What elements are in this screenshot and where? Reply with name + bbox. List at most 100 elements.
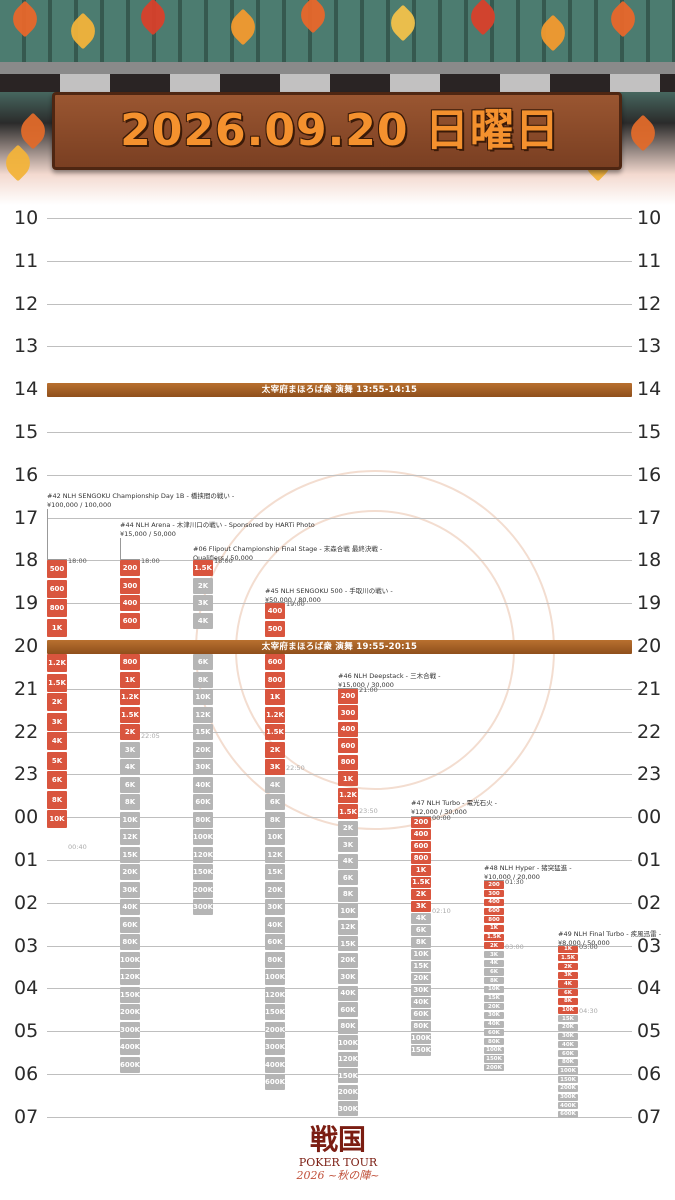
blind-level: 4K	[558, 980, 578, 988]
blind-level: 4K	[120, 759, 140, 775]
blind-level: 60K	[265, 934, 285, 950]
date-sign: 2026.09.20 日曜日	[52, 92, 622, 170]
blind-level: 10K	[338, 903, 358, 919]
blind-level: 200K	[265, 1021, 285, 1038]
blind-level: 200K	[484, 1064, 504, 1072]
blind-level: 10K	[265, 829, 285, 845]
blind-level: 15K	[193, 724, 213, 740]
blind-level: 3K	[558, 971, 578, 979]
blind-level: 1.2K	[120, 689, 140, 705]
hour-label: 13	[14, 335, 39, 358]
event-header: #06 Flipout Championship Final Stage - 末…	[193, 545, 382, 562]
blind-level: 1.5K	[47, 673, 67, 692]
hour-label: 06	[14, 1063, 39, 1085]
event-title: #06 Flipout Championship Final Stage - 末…	[193, 545, 383, 553]
blind-level: 2K	[193, 577, 213, 594]
event-header: #49 NLH Final Turbo - 疾風迅雷 - ¥8,000 / 50,…	[558, 930, 661, 947]
blind-level: 60K	[411, 1009, 431, 1020]
blind-level: 300	[338, 705, 358, 721]
hour-label: 19	[14, 592, 39, 615]
blind-level: 1K	[338, 771, 358, 787]
blind-level: 60K	[338, 1002, 358, 1018]
performance-banner: 太宰府まほろば衆 演舞 19:55-20:15	[47, 640, 632, 654]
hour-line	[47, 432, 632, 433]
blind-level: 60K	[193, 794, 213, 810]
blind-level: 200K	[558, 1084, 578, 1092]
blind-level: 15K	[411, 961, 431, 972]
event-start-time: 21:00	[359, 685, 378, 694]
blind-level: 120K	[338, 1051, 358, 1067]
blind-level: 15K	[120, 846, 140, 863]
blind-level: 600	[411, 841, 431, 852]
blind-level: 12K	[338, 919, 358, 935]
blind-level: 120K	[120, 969, 140, 985]
blind-level: 1.2K	[338, 787, 358, 803]
blind-level: 2K	[338, 820, 358, 836]
blind-level: 80K	[338, 1018, 358, 1034]
event-start-tick	[411, 816, 431, 818]
blind-level: 2K	[265, 741, 285, 758]
blind-level: 4K	[338, 853, 358, 869]
event-price: ¥10,000 / 20,000	[484, 872, 540, 881]
blind-level: 2K	[47, 693, 67, 711]
late-registration-time: 22:50	[286, 764, 305, 773]
blind-level: 60K	[120, 916, 140, 933]
blind-level: 100K	[410, 1033, 432, 1044]
blind-level: 400K	[120, 1039, 140, 1055]
event-start-time: 01:30	[505, 878, 524, 887]
blind-level: 600K	[558, 1110, 578, 1119]
hour-label: 16	[637, 463, 662, 486]
blind-level: 600K	[120, 1056, 140, 1073]
blind-level: 120K	[265, 986, 285, 1003]
blind-level: 60K	[558, 1050, 578, 1058]
blind-level: 400	[484, 898, 504, 906]
blind-level: 8K	[411, 937, 431, 948]
event-title: #49 NLH Final Turbo - 疾風迅雷 -	[558, 930, 662, 938]
event-price: ¥100,000 / 100,000	[47, 500, 112, 509]
blind-level: 12K	[265, 846, 285, 863]
event-price: ¥15,000 / 30,000	[338, 680, 394, 689]
blind-level: 10K	[47, 810, 67, 828]
logo-main: 戦国	[309, 1123, 366, 1156]
blind-level: 200	[411, 817, 431, 828]
blind-level: 20K	[193, 741, 213, 758]
blind-level: 80K	[558, 1058, 578, 1066]
maple-leaf-icon	[14, 112, 52, 150]
hour-label: 19	[637, 592, 662, 615]
late-registration-time: 22:05	[141, 732, 160, 741]
event-price: ¥50,000 / 80,000	[265, 595, 321, 604]
blind-level: 1.2K	[265, 706, 285, 723]
blind-level: 80K	[484, 1038, 504, 1046]
blind-level: 6K	[558, 989, 578, 997]
hour-label: 13	[637, 335, 662, 358]
blind-level: 4K	[47, 732, 67, 750]
blind-level: 300	[120, 577, 140, 594]
blind-level: 6K	[338, 870, 358, 886]
blind-level: 4K	[411, 913, 431, 924]
blind-level: 150K	[558, 1076, 578, 1084]
blind-level: 80K	[120, 934, 140, 950]
hour-label: 10	[14, 207, 39, 229]
blind-level: 30K	[338, 969, 358, 985]
blind-level: 80K	[411, 1021, 431, 1032]
hour-line	[47, 603, 632, 605]
blind-level: 600	[120, 612, 140, 629]
maple-leaf-icon	[0, 144, 37, 182]
hour-label: 15	[14, 421, 39, 443]
hour-label: 00	[637, 806, 662, 829]
blind-level: 100K	[338, 1035, 358, 1051]
blind-level: 40K	[338, 985, 358, 1001]
logo-sub: POKER TOUR	[298, 1156, 378, 1169]
blind-level: 200	[120, 560, 140, 577]
hour-label: 01	[14, 849, 39, 871]
blind-level: 80K	[265, 951, 285, 968]
hour-label: 03	[637, 934, 662, 957]
blind-level: 150K	[193, 864, 213, 880]
event-header: #42 NLH SENGOKU Championship Day 1B - 橋挟…	[47, 492, 234, 509]
blind-level: 2K	[484, 942, 504, 950]
late-registration-time: 23:50	[359, 807, 378, 816]
blind-level: 1.5K	[193, 560, 213, 577]
blind-level: 100K	[120, 951, 140, 968]
hour-line	[47, 346, 632, 348]
event-title: #45 NLH SENGOKU 500 - 手取川の戦い -	[265, 587, 393, 595]
